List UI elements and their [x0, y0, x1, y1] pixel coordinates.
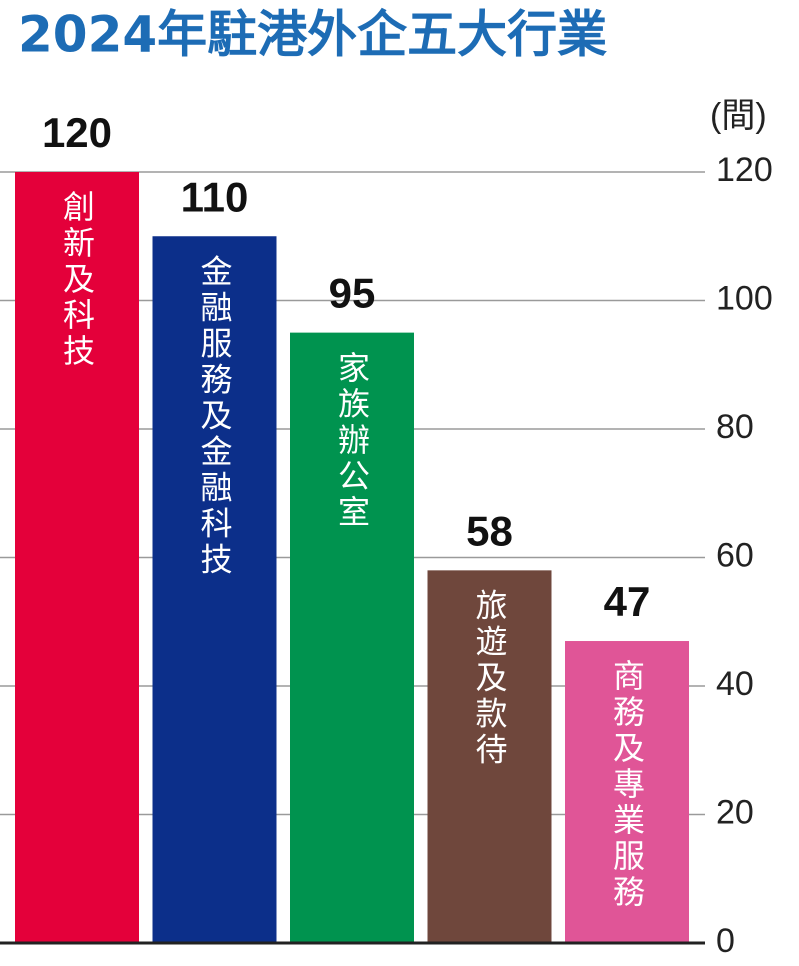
value-label: 47	[604, 578, 651, 625]
value-label: 110	[181, 173, 249, 220]
category-label: 家族辦公室	[333, 351, 371, 531]
y-tick-label: 80	[716, 408, 754, 446]
value-label: 95	[329, 270, 376, 317]
y-tick-label: 40	[716, 665, 754, 703]
y-tick-label: 20	[716, 793, 754, 831]
y-tick-label: 120	[716, 151, 773, 189]
bar	[565, 641, 689, 943]
value-label: 120	[42, 109, 112, 156]
y-tick-label: 60	[716, 536, 754, 574]
category-label: 商務及專業服務	[608, 659, 646, 911]
bar	[152, 236, 277, 943]
bar	[290, 332, 414, 943]
bar	[15, 172, 139, 943]
category-label: 旅遊及款待	[471, 588, 509, 768]
value-label: 58	[466, 507, 513, 554]
y-tick-label: 0	[716, 922, 735, 960]
category-label: 創新及科技	[58, 190, 96, 370]
y-unit: (間)	[710, 97, 767, 135]
category-label: 金融服務及金融科技	[196, 254, 234, 578]
chart-title: 2024年駐港外企五大行業	[18, 6, 607, 64]
bar	[427, 570, 552, 943]
y-tick-label: 100	[716, 279, 773, 317]
